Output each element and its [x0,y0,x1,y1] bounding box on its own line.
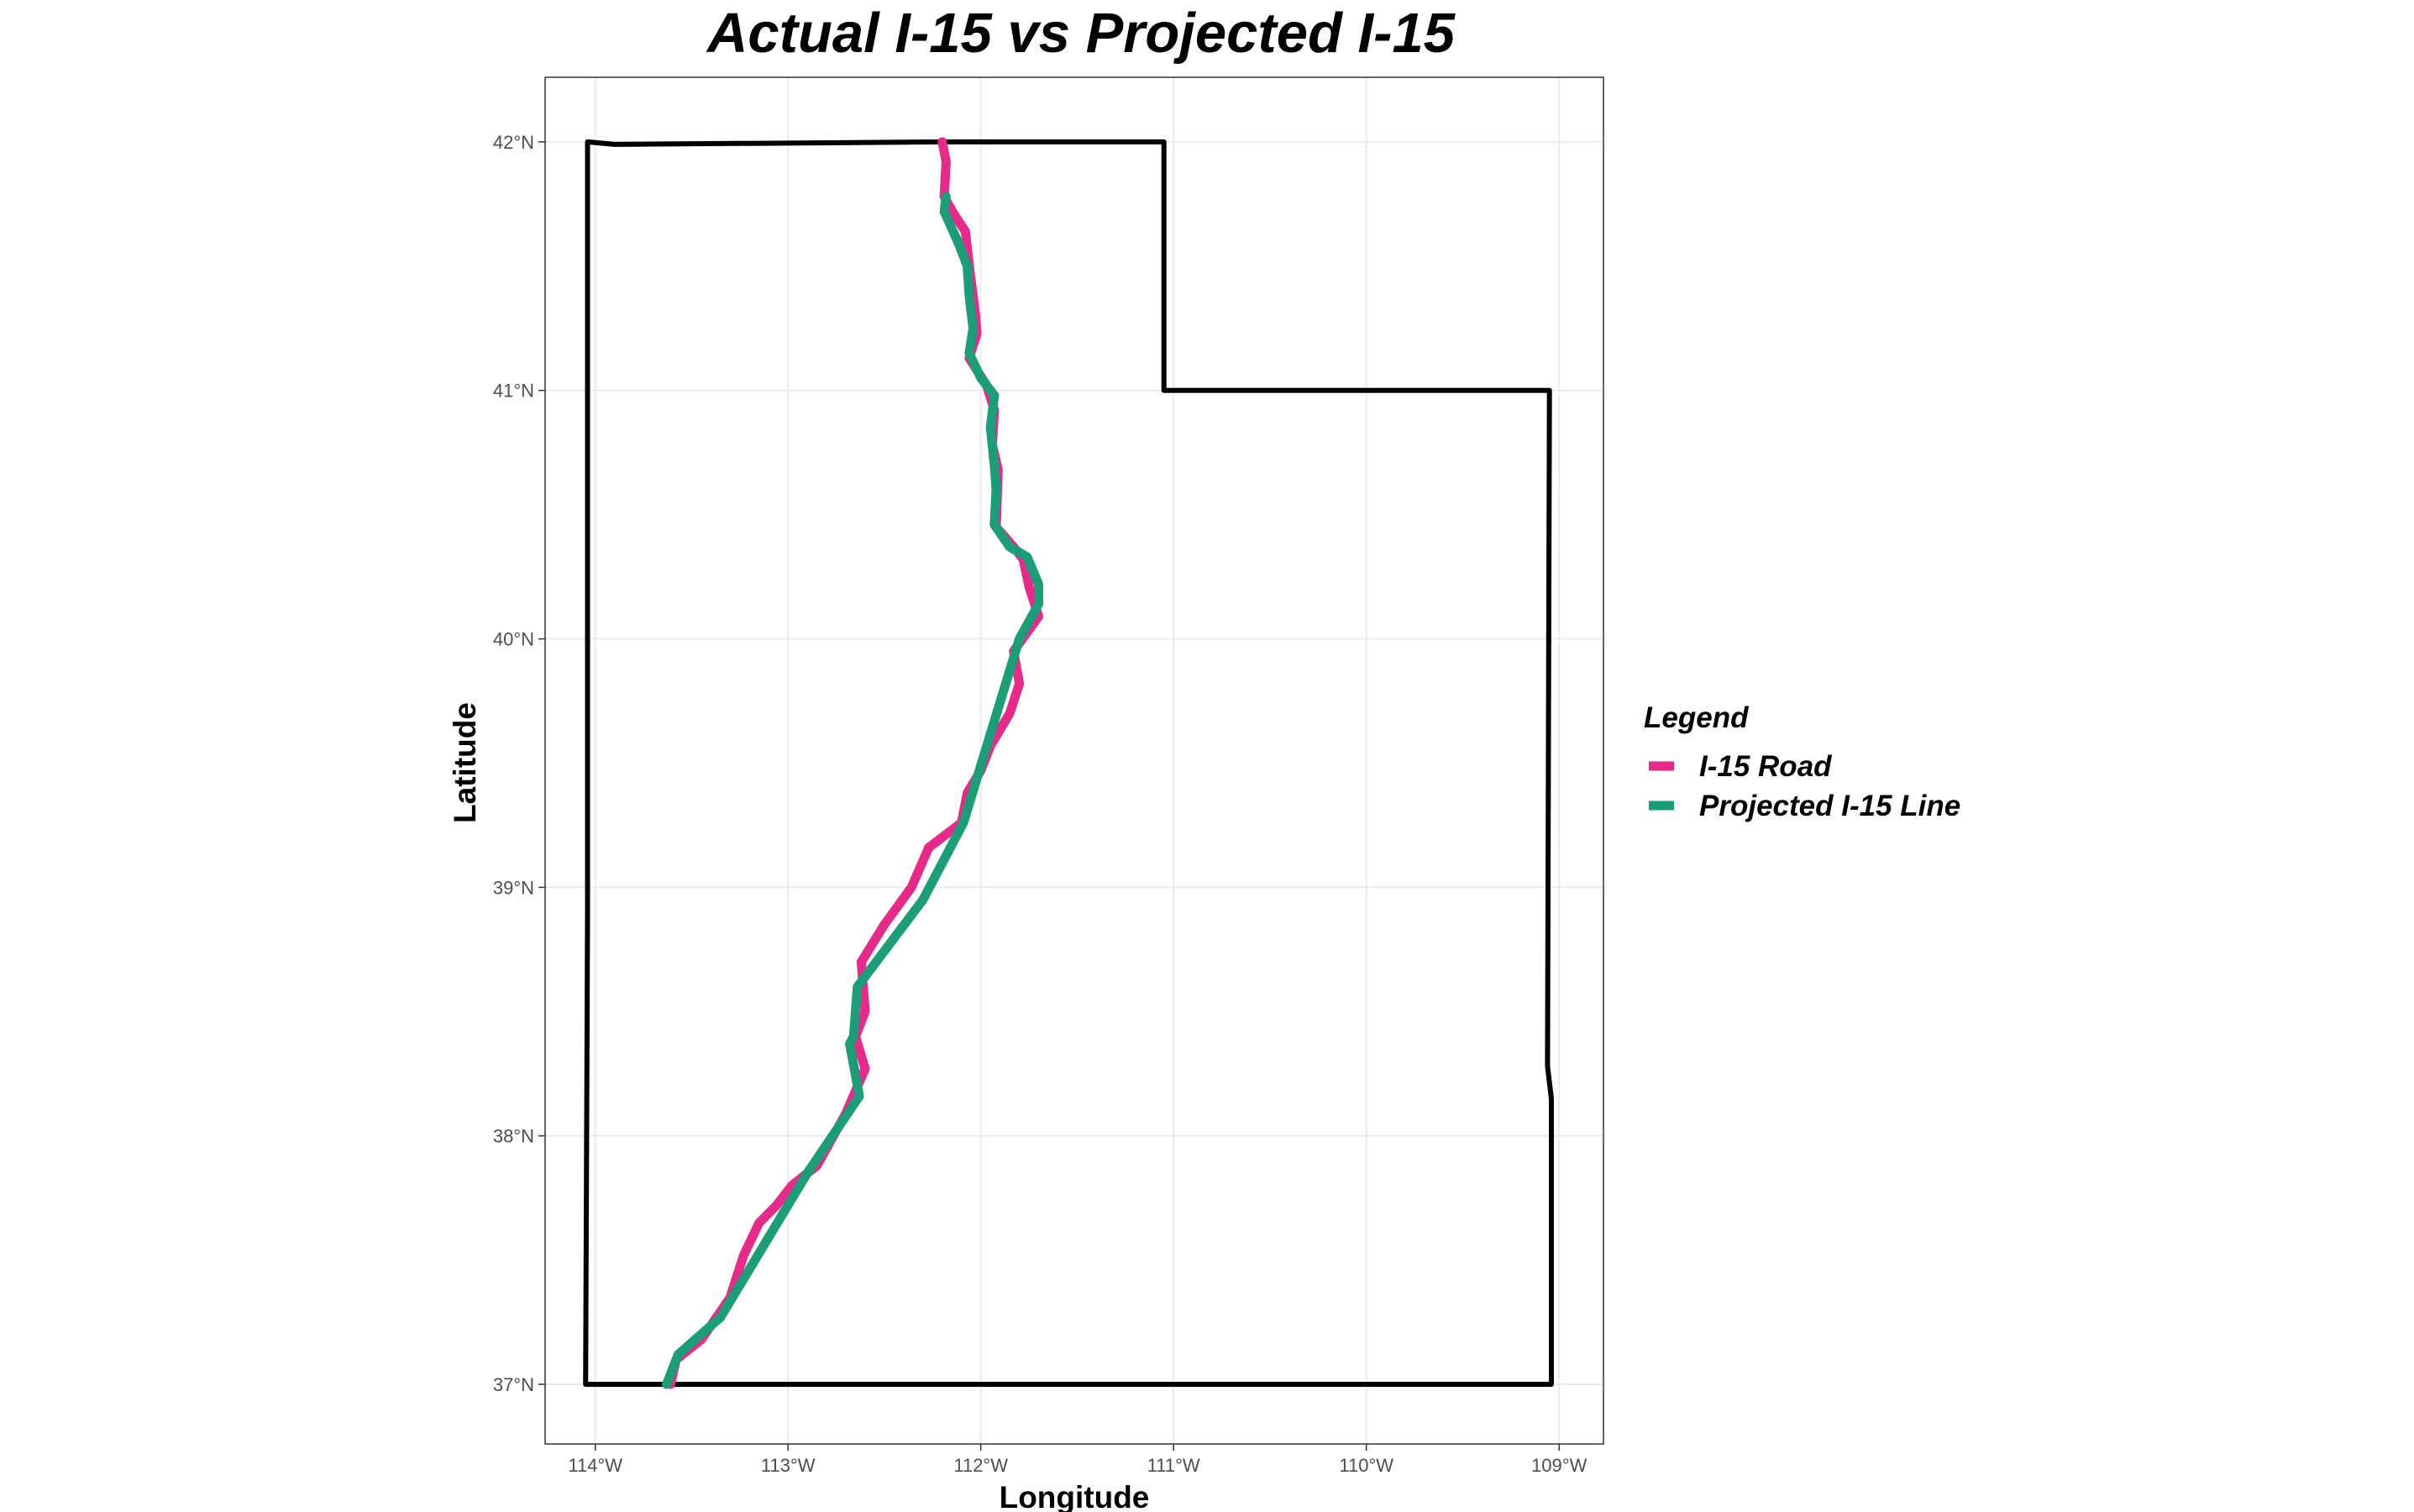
grid [545,77,1603,1444]
series-lines [662,137,1043,1389]
x-tick-label: 111°W [1147,1455,1200,1476]
legend: Legend I-15 Road Projected I-15 Line [1644,701,1960,822]
y-tick-label: 41°N [493,381,534,402]
utah-boundary [583,139,1554,1387]
legend-title: Legend [1644,701,1749,734]
legend-label: Projected I-15 Line [1699,790,1960,822]
x-tick-label: 112°W [953,1455,1008,1476]
x-tick-label: 109°W [1531,1455,1587,1476]
x-tick-label: 113°W [761,1455,816,1476]
x-tick-label: 114°W [568,1455,622,1476]
y-tick-label: 38°N [493,1126,534,1147]
y-axis-title: Latitude [448,702,482,823]
legend-label: I-15 Road [1699,750,1832,783]
x-tick-label: 110°W [1339,1455,1393,1476]
y-axis-ticks: 37°N 38°N 39°N 40°N 41°N 42°N [493,132,545,1395]
panel-border [544,76,1604,1445]
state-boundary-line [583,139,1554,1387]
x-axis-ticks: 114°W 113°W 112°W 111°W 110°W 109°W [568,1444,1587,1476]
y-tick-label: 37°N [493,1374,534,1395]
y-tick-label: 40°N [493,629,534,650]
x-axis-title: Longitude [1000,1480,1150,1512]
legend-entries: I-15 Road Projected I-15 Line [1649,750,1960,822]
chart-title: Actual I-15 vs Projected I-15 [706,2,1456,65]
y-tick-label: 42°N [493,132,534,153]
projected-i15-line [662,192,1043,1389]
y-tick-label: 39°N [493,877,534,898]
